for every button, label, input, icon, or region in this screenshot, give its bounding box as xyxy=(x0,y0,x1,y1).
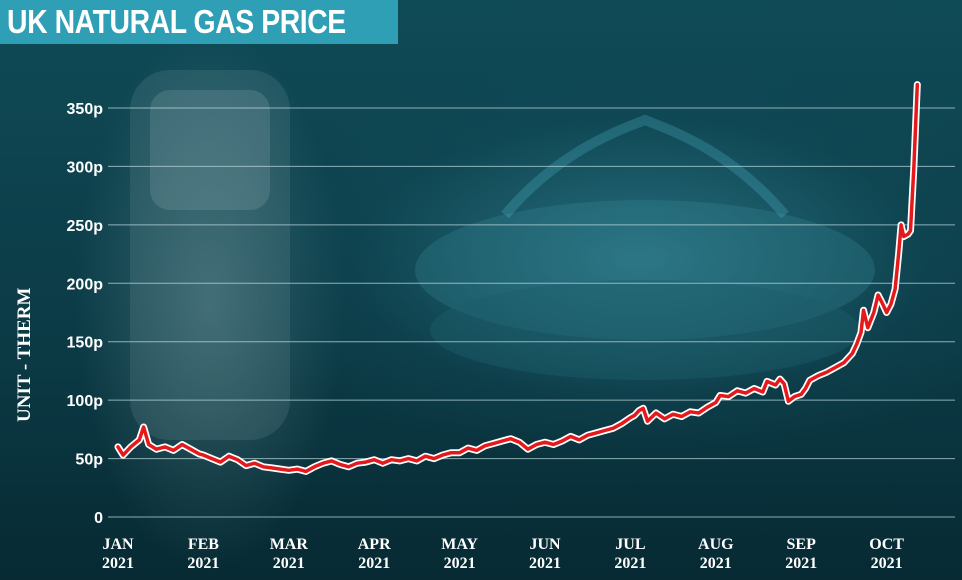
y-tick-label: 150p xyxy=(67,335,104,352)
x-tick-label: SEP 2021 xyxy=(785,536,817,572)
x-axis-ticks: JAN 2021 FEB 2021 MAR 2021 APR 2021 MAY 2021 JUN 20… xyxy=(102,536,904,572)
chart-title: UK NATURAL GAS PRICE xyxy=(7,3,346,40)
x-tick-label: FEB 2021 xyxy=(187,536,219,572)
x-tick-year: 2021 xyxy=(358,555,390,572)
x-tick-month: MAR xyxy=(270,536,309,553)
x-tick-year: 2021 xyxy=(614,555,646,572)
x-tick-year: 2021 xyxy=(700,555,732,572)
x-tick-label: JUN 2021 xyxy=(529,536,561,572)
y-tick-label: 350p xyxy=(67,101,104,118)
gridlines xyxy=(108,107,955,518)
x-tick-label: JAN 2021 xyxy=(102,536,134,572)
x-tick-month: AUG xyxy=(698,536,734,553)
x-tick-year: 2021 xyxy=(529,555,561,572)
x-tick-label: APR 2021 xyxy=(358,536,391,572)
x-tick-month: APR xyxy=(358,536,391,553)
x-tick-year: 2021 xyxy=(102,555,134,572)
x-tick-month: JAN xyxy=(102,536,134,553)
y-axis-label: UNIT - THERM xyxy=(14,287,35,422)
y-tick-label: 0 xyxy=(94,510,103,527)
price-series xyxy=(114,81,921,475)
x-tick-year: 2021 xyxy=(785,555,817,572)
x-tick-month: MAY xyxy=(441,536,478,553)
x-tick-label: MAY 2021 xyxy=(441,536,478,572)
x-tick-month: OCT xyxy=(869,536,904,553)
x-tick-month: SEP xyxy=(787,536,817,553)
y-tick-label: 50p xyxy=(75,452,103,469)
x-tick-year: 2021 xyxy=(871,555,903,572)
y-tick-label: 200p xyxy=(67,276,104,293)
y-tick-label: 100p xyxy=(67,393,104,410)
series-line xyxy=(116,82,920,474)
x-tick-year: 2021 xyxy=(273,555,305,572)
y-tick-label: 300p xyxy=(67,159,104,176)
x-tick-label: JUL 2021 xyxy=(614,536,646,572)
x-tick-year: 2021 xyxy=(187,555,219,572)
x-tick-label: OCT 2021 xyxy=(869,536,904,572)
x-tick-year: 2021 xyxy=(444,555,476,572)
x-tick-label: MAR 2021 xyxy=(270,536,309,572)
x-tick-month: FEB xyxy=(188,536,219,553)
y-axis-ticks: 0 50p 100p 150p 200p 250p 300p 350p xyxy=(67,101,104,527)
x-tick-month: JUL xyxy=(615,536,645,553)
title-bar: UK NATURAL GAS PRICE xyxy=(0,0,398,44)
x-tick-month: JUN xyxy=(529,536,561,553)
y-tick-label: 250p xyxy=(67,218,104,235)
x-tick-label: AUG 2021 xyxy=(698,536,734,572)
